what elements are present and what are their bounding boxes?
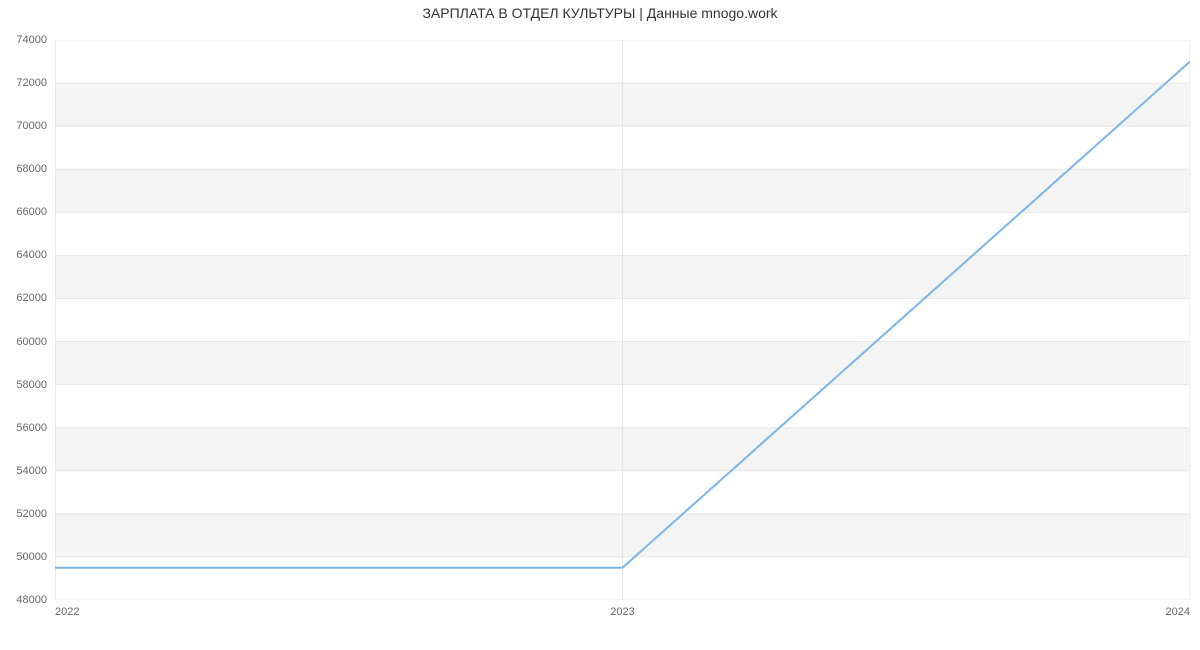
y-tick-label: 56000 — [16, 422, 47, 434]
y-tick-label: 64000 — [16, 249, 47, 261]
x-tick-label: 2023 — [610, 606, 634, 618]
y-tick-label: 74000 — [16, 34, 47, 46]
y-tick-label: 68000 — [16, 163, 47, 175]
chart-title: ЗАРПЛАТА В ОТДЕЛ КУЛЬТУРЫ | Данные mnogo… — [0, 5, 1200, 21]
y-tick-label: 72000 — [16, 77, 47, 89]
salary-line-chart: ЗАРПЛАТА В ОТДЕЛ КУЛЬТУРЫ | Данные mnogo… — [0, 0, 1200, 650]
y-tick-label: 54000 — [16, 465, 47, 477]
x-tick-label: 2022 — [55, 606, 79, 618]
y-tick-label: 52000 — [16, 508, 47, 520]
y-tick-label: 62000 — [16, 292, 47, 304]
y-axis: 4800050000520005400056000580006000062000… — [0, 40, 55, 600]
y-tick-label: 58000 — [16, 379, 47, 391]
x-tick-label: 2024 — [1166, 606, 1190, 618]
chart-svg — [55, 40, 1190, 600]
y-tick-label: 60000 — [16, 336, 47, 348]
y-tick-label: 66000 — [16, 206, 47, 218]
y-tick-label: 50000 — [16, 551, 47, 563]
y-tick-label: 48000 — [16, 594, 47, 606]
y-tick-label: 70000 — [16, 120, 47, 132]
plot-area — [55, 40, 1190, 600]
